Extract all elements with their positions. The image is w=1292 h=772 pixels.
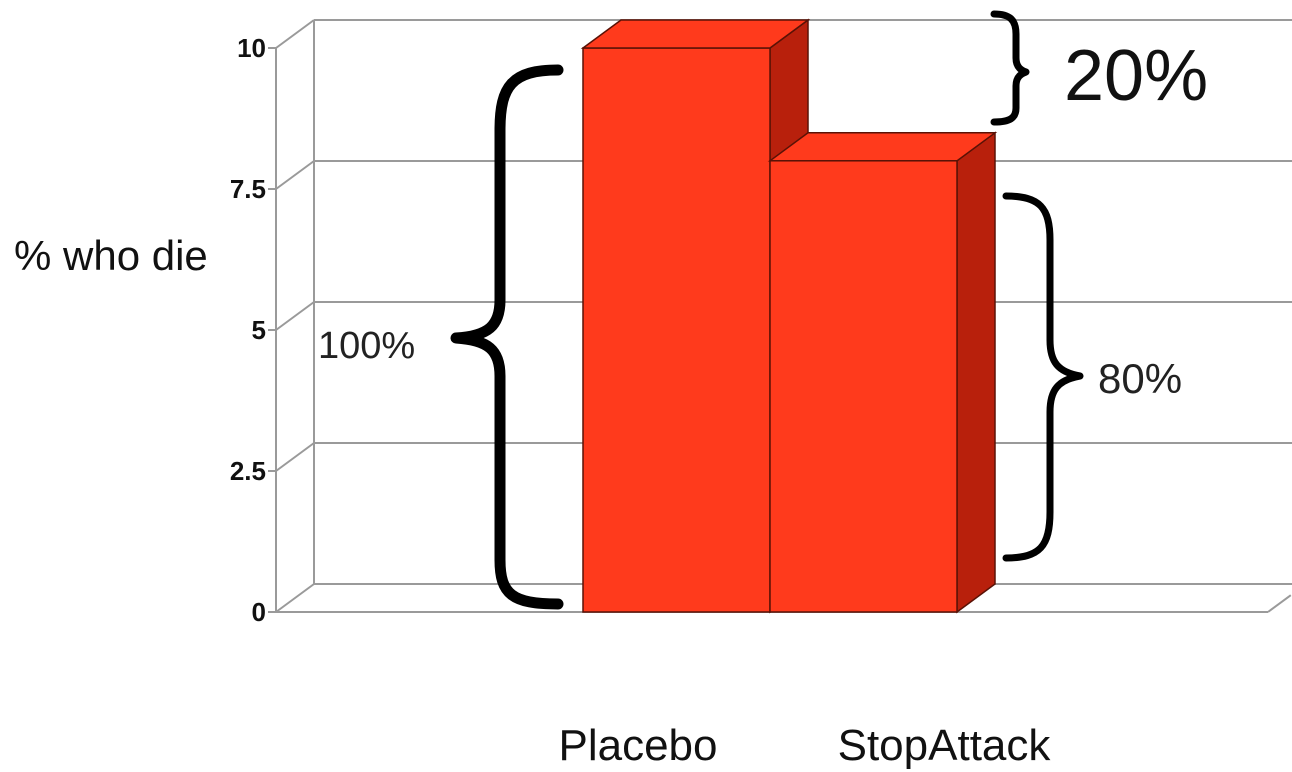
y-tick-label: 5 (252, 315, 266, 345)
y-axis-label: % who die (14, 232, 208, 279)
difference-annotation: 20% (1064, 36, 1208, 116)
category-label-placebo: Placebo (558, 721, 717, 770)
bar-side (956, 131, 996, 614)
bar-top (767, 132, 998, 162)
bar-front (769, 160, 958, 613)
y-tick-label: 2.5 (230, 456, 266, 486)
bars (580, 18, 998, 614)
gridline-depth (275, 160, 315, 190)
y-tick-label: 7.5 (230, 174, 266, 204)
stopattack-total-brace (1002, 192, 1084, 562)
gridline-depth (275, 583, 315, 613)
y-tick-label: 0 (252, 597, 266, 627)
bar-stopattack (767, 131, 998, 614)
placebo-total-annotation: 100% (318, 325, 415, 367)
difference-brace (990, 10, 1030, 126)
category-label-stopattack: StopAttack (838, 721, 1052, 770)
y-tick-label: 10 (237, 33, 266, 63)
bar-top (580, 19, 811, 49)
placebo-total-brace (450, 64, 564, 610)
gridline-depth (275, 442, 315, 472)
stopattack-total-annotation: 80% (1098, 355, 1182, 402)
y-tick-labels: 0 2.5 5 7.5 10 (230, 33, 266, 627)
floor-right-edge (1267, 594, 1292, 613)
gridline-depth (275, 19, 315, 49)
gridline-depth (275, 301, 315, 331)
bar-front (582, 47, 771, 613)
